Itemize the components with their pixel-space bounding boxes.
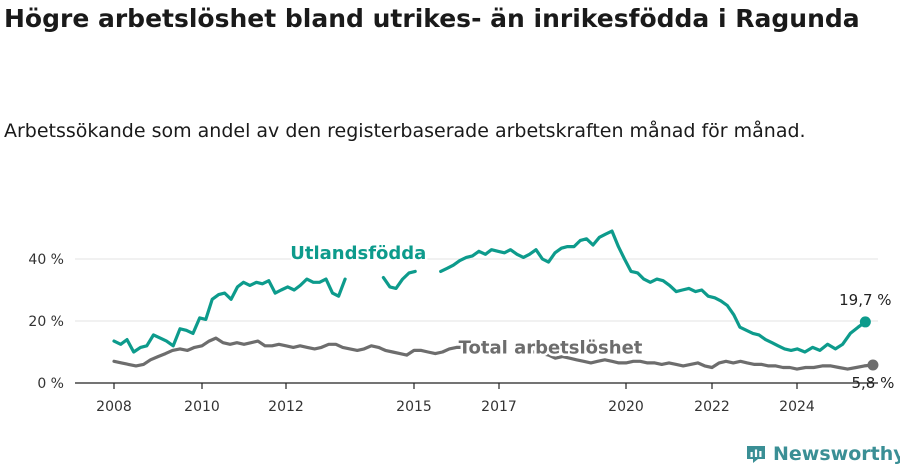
x-tick-label: 2012 — [268, 399, 304, 415]
newsworthy-logo: Newsworthy — [745, 443, 900, 465]
x-tick-label: 2020 — [608, 399, 644, 415]
series-end-label-1: 5,8 % — [851, 374, 894, 392]
x-tick-label: 2008 — [96, 399, 132, 415]
chart-subtitle: Arbetssökande som andel av den registerb… — [4, 120, 806, 142]
y-tick-label: 20 % — [28, 314, 64, 330]
series-end-label-0: 19,7 % — [839, 291, 891, 309]
x-tick-label: 2017 — [481, 399, 517, 415]
series-line-0 — [112, 277, 347, 354]
x-tick-label: 2010 — [184, 399, 220, 415]
series-end-point-1 — [867, 359, 879, 371]
series-label-halo-1: Total arbetslöshet — [459, 338, 643, 359]
x-tick-label: 2022 — [694, 399, 730, 415]
y-tick-label: 0 % — [37, 376, 64, 392]
series-label-0: Utlandsfödda — [290, 243, 426, 264]
y-tick-label: 40 % — [28, 252, 64, 268]
x-tick-label: 2015 — [396, 399, 432, 415]
brand-name: Newsworthy — [773, 443, 900, 465]
series-line-0 — [439, 229, 867, 354]
chart-title: Högre arbetslöshet bland utrikes- än inr… — [4, 4, 860, 33]
series-line-1 — [518, 347, 875, 371]
series-end-point-0 — [859, 316, 871, 328]
series-label-halo-0: Utlandsfödda — [290, 243, 426, 264]
bar-chart-icon — [747, 446, 765, 463]
x-tick-label: 2024 — [779, 399, 815, 415]
series-line-0 — [381, 269, 417, 290]
series-line-1 — [112, 336, 501, 368]
series-label-1: Total arbetslöshet — [459, 338, 643, 359]
